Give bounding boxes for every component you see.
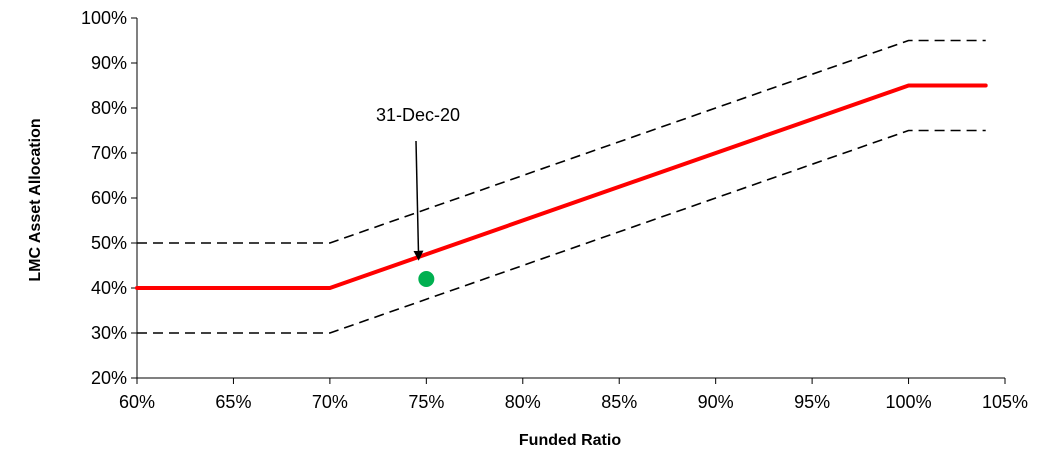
annotation-label: 31-Dec-20 <box>376 105 460 125</box>
x-tick-label: 70% <box>312 392 348 412</box>
y-tick-label: 30% <box>91 323 127 343</box>
x-tick-label: 60% <box>119 392 155 412</box>
markers-layer <box>418 271 435 287</box>
x-tick-label: 100% <box>886 392 932 412</box>
x-tick-label: 80% <box>505 392 541 412</box>
y-tick-label: 60% <box>91 188 127 208</box>
y-tick-label: 20% <box>91 368 127 388</box>
y-tick-label: 50% <box>91 233 127 253</box>
x-tick-label: 90% <box>698 392 734 412</box>
tick-labels: 20% 30% 40% 50% 60% 70% 80% 90% 100% 60% 65% 70% 75%… <box>81 8 1028 412</box>
y-tick-label: 40% <box>91 278 127 298</box>
y-tick-label: 80% <box>91 98 127 118</box>
axes <box>131 17 1006 384</box>
current-position-marker <box>418 271 435 287</box>
annotation-layer: 31-Dec-20 <box>376 105 460 261</box>
annotation-arrow <box>413 140 424 261</box>
target-allocation-line-0 <box>135 83 988 290</box>
x-tick-label: 105% <box>982 392 1028 412</box>
y-tick-label: 70% <box>91 143 127 163</box>
x-tick-label: 95% <box>794 392 830 412</box>
x-tick-label: 75% <box>408 392 444 412</box>
series-layer <box>135 39 988 334</box>
y-tick-label: 90% <box>91 53 127 73</box>
y-tick-label: 100% <box>81 8 127 28</box>
x-tick-label: 85% <box>601 392 637 412</box>
allocation-band-line-2 <box>137 129 986 334</box>
x-tick-label: 65% <box>215 392 251 412</box>
y-axis-title: LMC Asset Allocation <box>27 118 44 281</box>
allocation-band-line-1 <box>137 39 986 244</box>
x-axis-title: Funded Ratio <box>519 432 621 449</box>
